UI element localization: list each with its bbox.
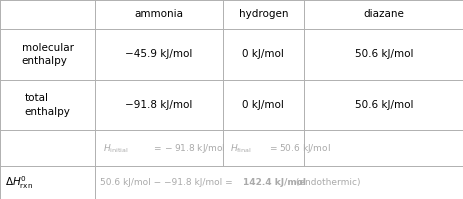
Text: $= -91.8\ \mathrm{kJ/mol}$: $= -91.8\ \mathrm{kJ/mol}$ <box>152 142 225 155</box>
Text: molecular
enthalpy: molecular enthalpy <box>21 43 74 66</box>
Text: 142.4 kJ/mol: 142.4 kJ/mol <box>242 178 305 187</box>
Text: total
enthalpy: total enthalpy <box>25 93 70 117</box>
Text: 50.6 kJ/mol: 50.6 kJ/mol <box>354 49 413 59</box>
Text: ammonia: ammonia <box>134 9 183 20</box>
Text: $H_{\mathrm{initial}}$: $H_{\mathrm{initial}}$ <box>103 142 129 154</box>
Text: −91.8 kJ/mol: −91.8 kJ/mol <box>125 100 192 110</box>
Text: hydrogen: hydrogen <box>238 9 288 20</box>
Text: $= 50.6\ \mathrm{kJ/mol}$: $= 50.6\ \mathrm{kJ/mol}$ <box>267 142 330 155</box>
Text: $H_{\mathrm{final}}$: $H_{\mathrm{final}}$ <box>229 142 251 154</box>
Text: diazane: diazane <box>363 9 404 20</box>
Text: 50.6 kJ/mol: 50.6 kJ/mol <box>354 100 413 110</box>
Text: (endothermic): (endothermic) <box>292 178 359 187</box>
Text: 0 kJ/mol: 0 kJ/mol <box>242 100 284 110</box>
Text: 50.6 kJ/mol − −91.8 kJ/mol =: 50.6 kJ/mol − −91.8 kJ/mol = <box>100 178 235 187</box>
Text: −45.9 kJ/mol: −45.9 kJ/mol <box>125 49 192 59</box>
Text: 0 kJ/mol: 0 kJ/mol <box>242 49 284 59</box>
Text: $\Delta H^0_{\mathrm{rxn}}$: $\Delta H^0_{\mathrm{rxn}}$ <box>5 174 33 191</box>
